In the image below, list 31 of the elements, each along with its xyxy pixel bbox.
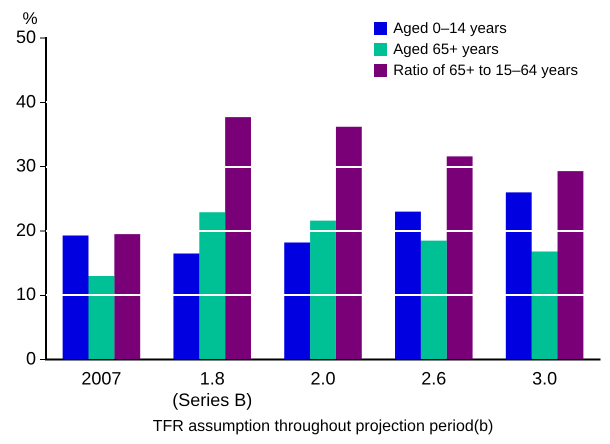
x-axis-title: TFR assumption throughout projection period(b) — [152, 418, 494, 435]
bar — [395, 212, 421, 360]
bar — [506, 192, 532, 360]
legend-label: Aged 65+ years — [393, 41, 499, 58]
y-tick-label: 30 — [16, 156, 36, 176]
bar — [532, 252, 558, 360]
bar — [336, 126, 362, 360]
bar — [420, 240, 447, 360]
bar — [114, 234, 140, 360]
bar — [88, 276, 114, 360]
legend-label: Ratio of 65+ to 15–64 years — [393, 62, 578, 79]
x-tick-label: 2.6 — [421, 368, 446, 388]
bar — [446, 156, 473, 360]
x-tick-label: 2007 — [81, 368, 122, 388]
bar — [284, 242, 310, 360]
x-tick-label: 3.0 — [532, 368, 558, 388]
x-tick-label: 2.0 — [310, 368, 336, 388]
bar — [558, 171, 584, 360]
legend-label: Aged 0–14 years — [393, 20, 507, 37]
y-axis-title: % — [22, 9, 38, 28]
bar — [199, 212, 226, 360]
y-tick-label: 20 — [16, 220, 36, 240]
bar — [225, 117, 251, 360]
y-tick-label: 40 — [16, 91, 36, 112]
bar — [310, 220, 336, 360]
y-tick-label: 0 — [26, 348, 36, 369]
y-tick-label: 50 — [16, 26, 36, 47]
bar — [173, 253, 200, 360]
x-tick-label: 1.8 (Series B) — [172, 368, 252, 410]
bar — [62, 235, 88, 360]
y-tick-label: 10 — [16, 284, 36, 304]
